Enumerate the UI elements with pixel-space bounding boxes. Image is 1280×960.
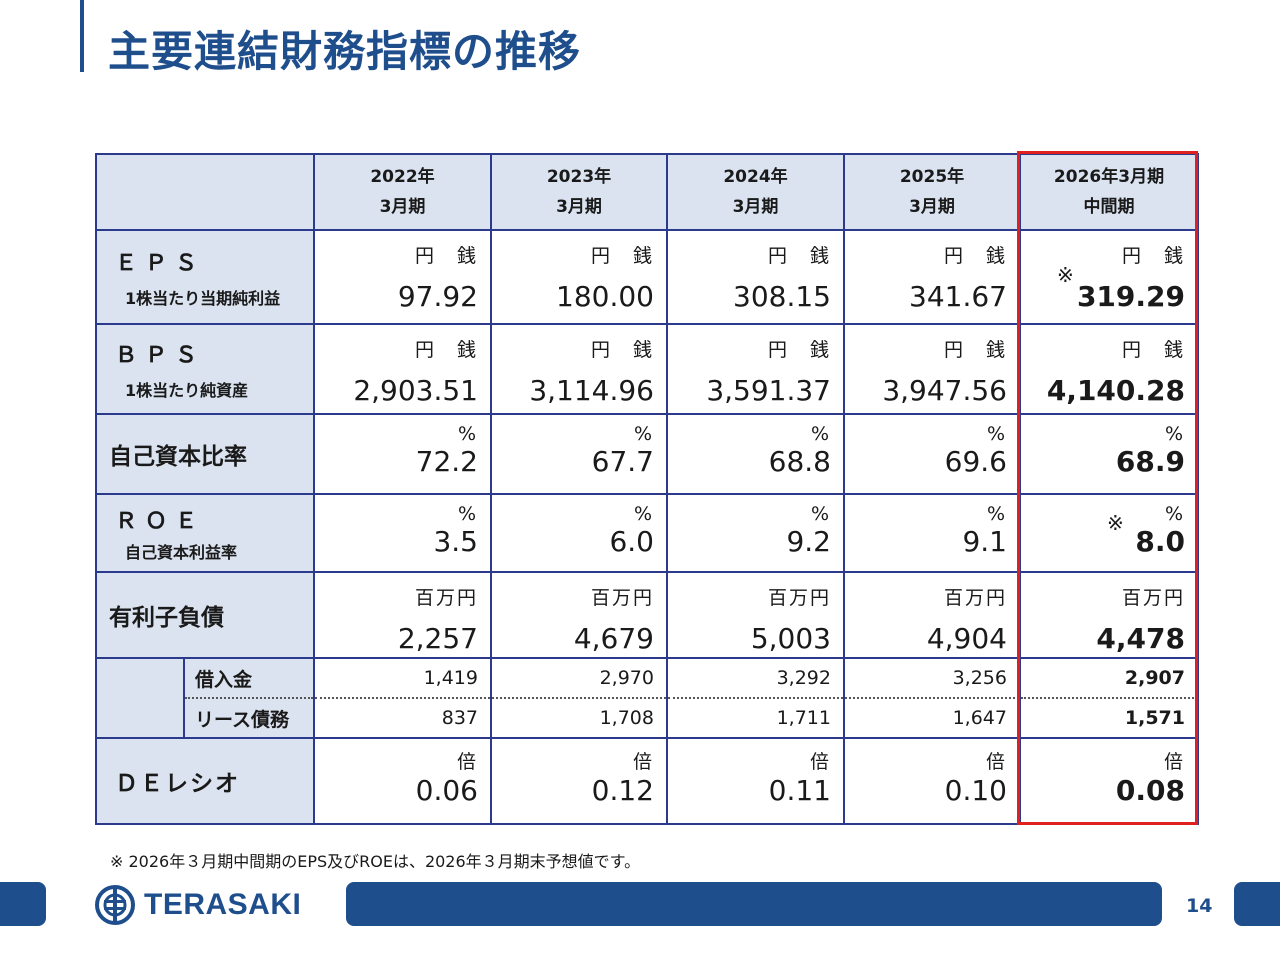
eps-row: ＥＰＳ 1株当たり当期純利益 円 銭 97.92 円 銭 180.00 円 銭 308…: [95, 229, 1199, 325]
de-ratio-cell: 倍 0.06: [313, 737, 492, 825]
note-mark: ※: [1057, 263, 1074, 287]
logo-text: TERASAKI: [144, 888, 302, 921]
de-ratio-cell: 倍 0.12: [490, 737, 668, 825]
borrowings-label: 借入金: [183, 657, 315, 699]
eps-label: ＥＰＳ 1株当たり当期純利益: [95, 229, 315, 325]
debt-cell: 百万円 4,679: [490, 571, 668, 659]
de-ratio-label: ＤＥレシオ: [95, 737, 315, 825]
roe-row: ＲＯＥ 自己資本利益率 % 3.5 % 6.0 % 9.2 % 9.1 ※% 8.0: [95, 493, 1199, 573]
de-ratio-cell: 倍 0.10: [843, 737, 1021, 825]
header-corner: [95, 153, 315, 231]
lease-cell: 1,711: [666, 697, 845, 739]
eps-cell: 円 銭 308.15: [666, 229, 845, 325]
equity-ratio-cell-latest: % 68.9: [1019, 413, 1199, 495]
lease-cell-latest: 1,571: [1019, 697, 1199, 739]
equity-ratio-label: 自己資本比率: [95, 413, 315, 495]
borrowings-cell: 3,292: [666, 657, 845, 699]
roe-cell-latest: ※% 8.0: [1019, 493, 1199, 573]
bps-cell: 円 銭 3,591.37: [666, 323, 845, 415]
footnote: ※ 2026年３月期中間期のEPS及びROEは、2026年３月期末予想値です。: [110, 852, 641, 871]
borrowings-row: 借入金 1,419 2,970 3,292 3,256 2,907: [95, 657, 1199, 739]
lease-row: リース債務 837 1,708 1,711 1,647 1,571: [96, 697, 1199, 739]
bps-cell: 円 銭 3,114.96: [490, 323, 668, 415]
eps-cell: 円 銭 180.00: [490, 229, 668, 325]
column-header: 2023年 3月期: [490, 153, 668, 231]
roe-cell: % 3.5: [313, 493, 492, 573]
lease-cell: 1,708: [490, 697, 668, 739]
eps-cell-latest: ※ 円 銭 319.29: [1019, 229, 1199, 325]
roe-cell: % 9.2: [666, 493, 845, 573]
page-title: 主要連結財務指標の推移: [108, 27, 582, 76]
footer-bar-right: [1234, 882, 1280, 926]
lease-cell: 1,647: [843, 697, 1021, 739]
bps-row: ＢＰＳ 1株当たり純資産 円 銭 2,903.51 円 銭 3,114.96 円 銭…: [95, 323, 1199, 415]
equity-ratio-row: 自己資本比率 % 72.2 % 67.7 % 68.8 % 69.6 % 68.9: [95, 413, 1199, 495]
column-header: 2025年 3月期: [843, 153, 1021, 231]
debt-cell: 百万円 4,904: [843, 571, 1021, 659]
financial-indicators-table: 2022年 3月期 2023年 3月期 2024年 3月期 2025年 3月期 2026…: [95, 153, 1199, 825]
bps-label: ＢＰＳ 1株当たり純資産: [95, 323, 315, 415]
lease-label: リース債務: [183, 697, 315, 739]
debt-breakdown-spacer: [95, 657, 185, 739]
equity-ratio-cell: % 72.2: [313, 413, 492, 495]
debt-row: 有利子負債 百万円 2,257 百万円 4,679 百万円 5,003 百万円 4,90…: [95, 571, 1199, 659]
equity-ratio-cell: % 68.8: [666, 413, 845, 495]
equity-ratio-cell: % 67.7: [490, 413, 668, 495]
note-mark: ※: [1107, 511, 1124, 535]
debt-label: 有利子負債: [95, 571, 315, 659]
de-ratio-cell: 倍 0.11: [666, 737, 845, 825]
column-header: 2022年 3月期: [313, 153, 492, 231]
header-row: 2022年 3月期 2023年 3月期 2024年 3月期 2025年 3月期 2026…: [95, 153, 1199, 231]
equity-ratio-cell: % 69.6: [843, 413, 1021, 495]
borrowings-cell: 1,419: [313, 657, 492, 699]
footer-bar-left: [0, 882, 46, 926]
company-logo: TERASAKI: [94, 884, 301, 926]
borrowings-cell: 2,970: [490, 657, 668, 699]
borrowings-cell: 3,256: [843, 657, 1021, 699]
borrowings-cell-latest: 2,907: [1019, 657, 1199, 699]
title-accent-bar: [80, 0, 84, 72]
debt-cell: 百万円 5,003: [666, 571, 845, 659]
eps-cell: 円 銭 97.92: [313, 229, 492, 325]
footer-bar-middle: [346, 882, 1162, 926]
debt-cell-latest: 百万円 4,478: [1019, 571, 1199, 659]
de-ratio-cell-latest: 倍 0.08: [1019, 737, 1199, 825]
debt-cell: 百万円 2,257: [313, 571, 492, 659]
column-header: 2026年3月期 中間期: [1019, 153, 1199, 231]
roe-label: ＲＯＥ 自己資本利益率: [95, 493, 315, 573]
de-ratio-row: ＤＥレシオ 倍 0.06 倍 0.12 倍 0.11 倍 0.10 倍 0.08: [95, 737, 1199, 825]
column-header: 2024年 3月期: [666, 153, 845, 231]
page-number: 14: [1186, 895, 1213, 917]
bps-cell: 円 銭 2,903.51: [313, 323, 492, 415]
bps-cell-latest: 円 銭 4,140.28: [1019, 323, 1199, 415]
bps-cell: 円 銭 3,947.56: [843, 323, 1021, 415]
roe-cell: % 6.0: [490, 493, 668, 573]
lease-cell: 837: [313, 697, 492, 739]
eps-cell: 円 銭 341.67: [843, 229, 1021, 325]
terasaki-logo-icon: [95, 885, 135, 925]
roe-cell: % 9.1: [843, 493, 1021, 573]
